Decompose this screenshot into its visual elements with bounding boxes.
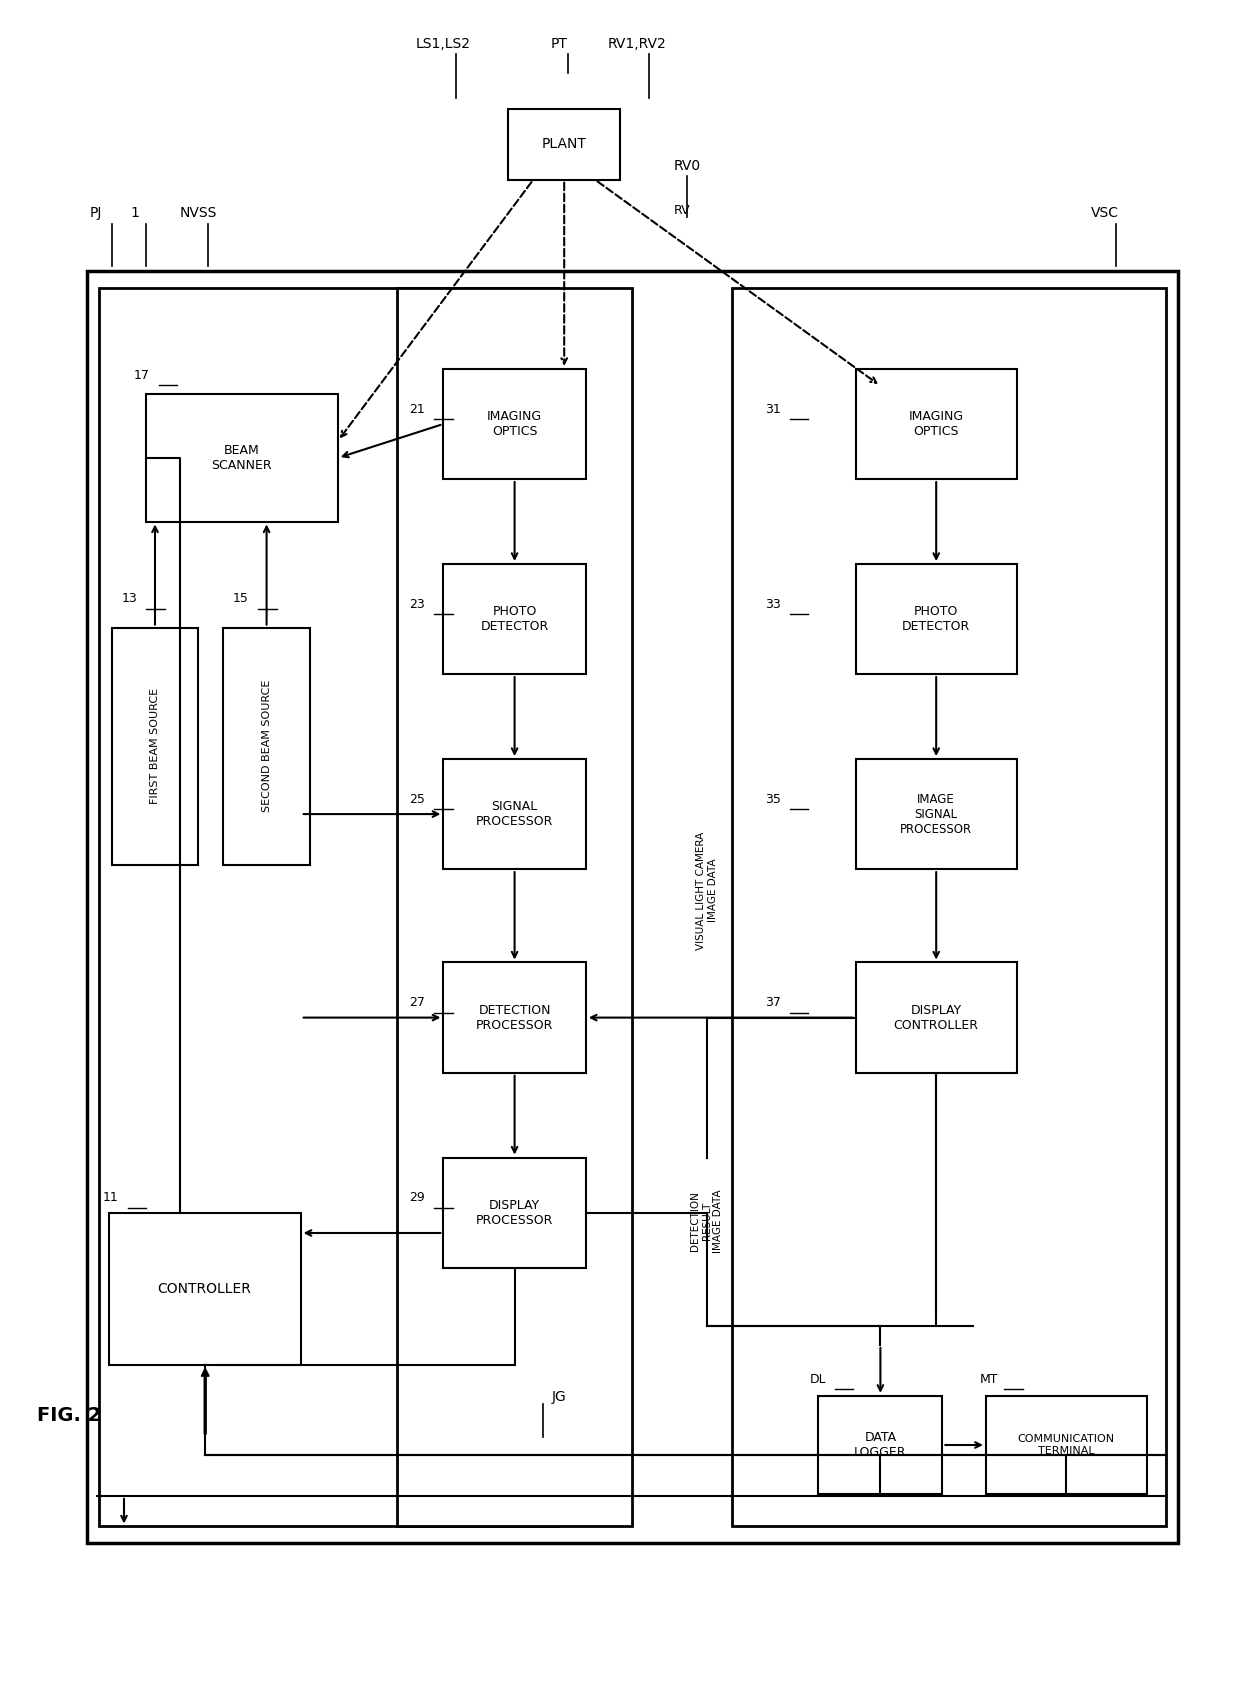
- Text: PJ: PJ: [89, 207, 102, 220]
- Text: FIG. 2: FIG. 2: [37, 1406, 102, 1425]
- Text: 37: 37: [765, 996, 781, 1009]
- Bar: [856, 563, 1017, 673]
- Text: VISUAL LIGHT CAMERA
IMAGE DATA: VISUAL LIGHT CAMERA IMAGE DATA: [696, 831, 718, 950]
- Text: 13: 13: [122, 592, 138, 605]
- Bar: [444, 563, 585, 673]
- Bar: [99, 288, 558, 1526]
- Text: RV1,RV2: RV1,RV2: [608, 37, 666, 51]
- Bar: [444, 760, 585, 868]
- Text: 11: 11: [103, 1191, 119, 1204]
- Text: DETECTION
PROCESSOR: DETECTION PROCESSOR: [476, 1004, 553, 1031]
- Text: 29: 29: [409, 1191, 425, 1204]
- Text: 33: 33: [765, 597, 781, 611]
- Text: DATA
LOGGER: DATA LOGGER: [854, 1431, 906, 1459]
- Text: MT: MT: [980, 1372, 998, 1386]
- Bar: [112, 628, 198, 865]
- Bar: [444, 1158, 585, 1269]
- Text: PT: PT: [551, 37, 568, 51]
- Bar: [87, 271, 1178, 1543]
- Text: 35: 35: [765, 792, 781, 806]
- Text: 31: 31: [765, 402, 781, 416]
- Bar: [986, 1396, 1147, 1494]
- Text: PHOTO
DETECTOR: PHOTO DETECTOR: [901, 605, 971, 633]
- Text: NVSS: NVSS: [180, 207, 217, 220]
- Text: 17: 17: [134, 368, 150, 382]
- Text: FIRST BEAM SOURCE: FIRST BEAM SOURCE: [150, 689, 160, 804]
- Text: RV: RV: [673, 204, 689, 217]
- Text: 25: 25: [409, 792, 425, 806]
- Bar: [732, 288, 1166, 1526]
- Text: JG: JG: [552, 1391, 567, 1404]
- Text: DISPLAY
PROCESSOR: DISPLAY PROCESSOR: [476, 1199, 553, 1226]
- Text: SIGNAL
PROCESSOR: SIGNAL PROCESSOR: [476, 801, 553, 828]
- Bar: [818, 1396, 942, 1494]
- Text: DETECTION
RESULT
IMAGE DATA: DETECTION RESULT IMAGE DATA: [691, 1189, 723, 1253]
- Bar: [856, 962, 1017, 1072]
- Bar: [444, 368, 585, 478]
- Text: SECOND BEAM SOURCE: SECOND BEAM SOURCE: [262, 680, 272, 812]
- Bar: [397, 288, 632, 1526]
- Text: DL: DL: [810, 1372, 826, 1386]
- Text: 1: 1: [130, 207, 139, 220]
- Text: COMMUNICATION
TERMINAL: COMMUNICATION TERMINAL: [1018, 1435, 1115, 1455]
- Text: VSC: VSC: [1091, 207, 1120, 220]
- Bar: [856, 760, 1017, 868]
- Text: PLANT: PLANT: [542, 137, 587, 151]
- Bar: [146, 395, 339, 522]
- Text: CONTROLLER: CONTROLLER: [157, 1282, 252, 1296]
- Text: DISPLAY
CONTROLLER: DISPLAY CONTROLLER: [894, 1004, 978, 1031]
- Text: 23: 23: [409, 597, 425, 611]
- Bar: [109, 1213, 300, 1365]
- Bar: [508, 109, 620, 180]
- Bar: [856, 368, 1017, 478]
- Text: BEAM
SCANNER: BEAM SCANNER: [212, 444, 272, 471]
- Text: IMAGE
SIGNAL
PROCESSOR: IMAGE SIGNAL PROCESSOR: [900, 792, 972, 836]
- Text: 15: 15: [233, 592, 249, 605]
- Text: 27: 27: [409, 996, 425, 1009]
- Bar: [444, 962, 585, 1072]
- Text: IMAGING
OPTICS: IMAGING OPTICS: [487, 410, 542, 438]
- Bar: [223, 628, 310, 865]
- Text: RV0: RV0: [673, 159, 701, 173]
- Text: PHOTO
DETECTOR: PHOTO DETECTOR: [480, 605, 549, 633]
- Text: 21: 21: [409, 402, 425, 416]
- Text: LS1,LS2: LS1,LS2: [415, 37, 470, 51]
- Text: IMAGING
OPTICS: IMAGING OPTICS: [909, 410, 963, 438]
